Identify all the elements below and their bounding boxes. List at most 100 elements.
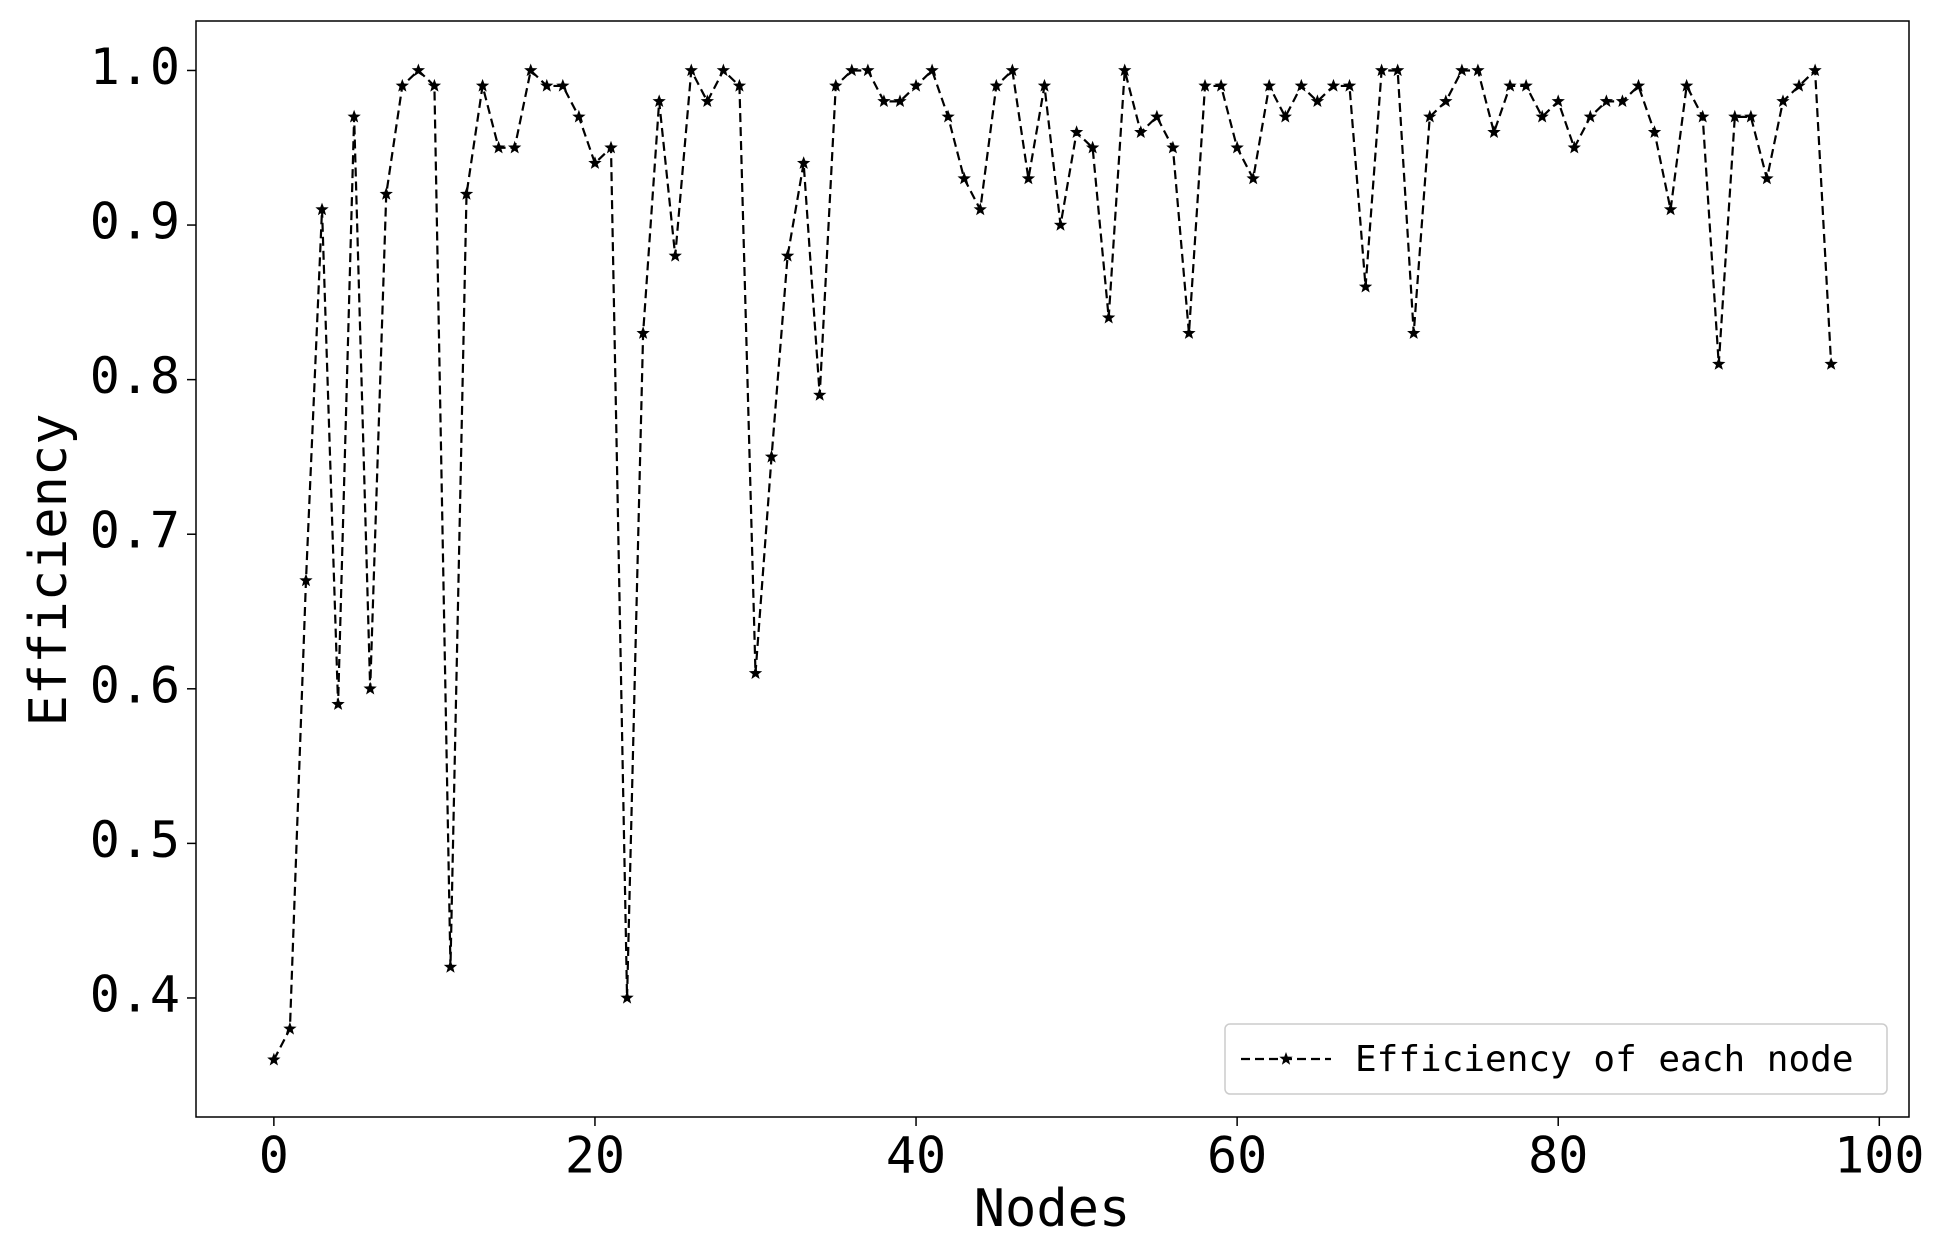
data-point [1166, 140, 1180, 154]
data-point [1262, 78, 1276, 92]
data-point [780, 249, 795, 262]
data-point [1134, 125, 1148, 138]
data-point [443, 960, 458, 973]
data-point [620, 991, 634, 1004]
data-point [973, 202, 987, 216]
legend-marker [1279, 1052, 1293, 1065]
data-point [797, 156, 811, 169]
data-point [1583, 109, 1597, 123]
data-point [1471, 63, 1485, 77]
data-point [716, 63, 730, 77]
data-point [556, 78, 570, 92]
data-point [1294, 78, 1308, 92]
data-point [1631, 78, 1646, 92]
data-point [1407, 326, 1421, 339]
data-point [1455, 63, 1469, 77]
data-point [941, 109, 955, 123]
data-point [1663, 202, 1678, 216]
data-point [475, 78, 490, 92]
data-point [1728, 109, 1742, 123]
data-point [989, 78, 1003, 92]
data-point [1198, 78, 1212, 92]
data-point [1375, 63, 1389, 77]
data-point [299, 573, 313, 587]
y-tick-label: 0.4 [90, 965, 180, 1023]
data-point [1680, 78, 1694, 92]
x-tick-label: 0 [259, 1127, 289, 1185]
data-point [315, 202, 329, 216]
plot-frame [195, 20, 1910, 1118]
y-axis-label: Efficiency [19, 413, 79, 726]
data-point [1792, 78, 1806, 92]
data-point [331, 697, 345, 710]
data-point [1230, 140, 1244, 154]
data-point [267, 1052, 281, 1066]
data-point [909, 78, 923, 92]
data-point [764, 449, 779, 463]
data-point [1310, 94, 1325, 107]
data-point [1086, 140, 1100, 154]
data-point [845, 63, 859, 77]
data-point [1391, 63, 1405, 77]
data-point [1053, 218, 1068, 231]
data-point [668, 249, 682, 262]
data-point [379, 187, 393, 200]
y-tick-label: 0.6 [90, 656, 180, 714]
data-point [1182, 326, 1196, 339]
y-tick-label: 1.0 [90, 38, 180, 96]
data-point [1246, 171, 1260, 185]
legend-box [1224, 1023, 1888, 1095]
y-tick-label: 0.8 [90, 347, 180, 405]
data-point [508, 140, 522, 154]
data-point [604, 140, 618, 154]
data-point [652, 94, 666, 107]
data-line [272, 66, 1833, 1061]
data-point [957, 171, 971, 185]
data-point [1118, 63, 1132, 77]
data-point [1278, 109, 1292, 123]
data-point [540, 78, 554, 92]
data-point [893, 94, 907, 107]
data-point [1760, 171, 1774, 185]
data-point [459, 187, 474, 200]
data-point [427, 78, 442, 92]
data-point [1487, 125, 1501, 138]
data-point [1696, 109, 1710, 123]
data-point [395, 78, 409, 92]
data-point [492, 140, 506, 154]
data-point [1599, 94, 1613, 107]
data-point [861, 63, 875, 77]
data-point [524, 63, 538, 77]
data-point [925, 63, 939, 77]
y-tick-label: 0.5 [90, 811, 180, 869]
data-point [877, 94, 891, 107]
data-point [732, 78, 747, 92]
data-point [1358, 279, 1373, 293]
data-point [572, 109, 586, 123]
data-point [283, 1021, 297, 1035]
data-point [1423, 109, 1437, 123]
x-tick-label: 80 [1528, 1127, 1588, 1185]
data-point [1150, 109, 1164, 123]
data-point [1439, 94, 1453, 107]
x-tick-label: 100 [1834, 1127, 1924, 1185]
data-point [363, 681, 377, 695]
data-point [1519, 78, 1533, 92]
data-point [1005, 63, 1019, 77]
y-tick-label: 0.9 [90, 193, 180, 251]
data-point [1326, 78, 1341, 92]
data-point [1021, 171, 1036, 185]
data-point [1535, 109, 1549, 123]
data-point [829, 78, 843, 92]
data-point [1102, 310, 1116, 324]
data-point [813, 388, 827, 401]
x-tick-label: 20 [565, 1127, 625, 1185]
x-tick-label: 60 [1207, 1127, 1267, 1185]
data-point [700, 94, 714, 107]
data-point [1214, 78, 1228, 92]
x-tick-label: 40 [886, 1127, 946, 1185]
data-point [411, 63, 425, 77]
data-point [748, 666, 763, 679]
data-point [588, 156, 602, 169]
